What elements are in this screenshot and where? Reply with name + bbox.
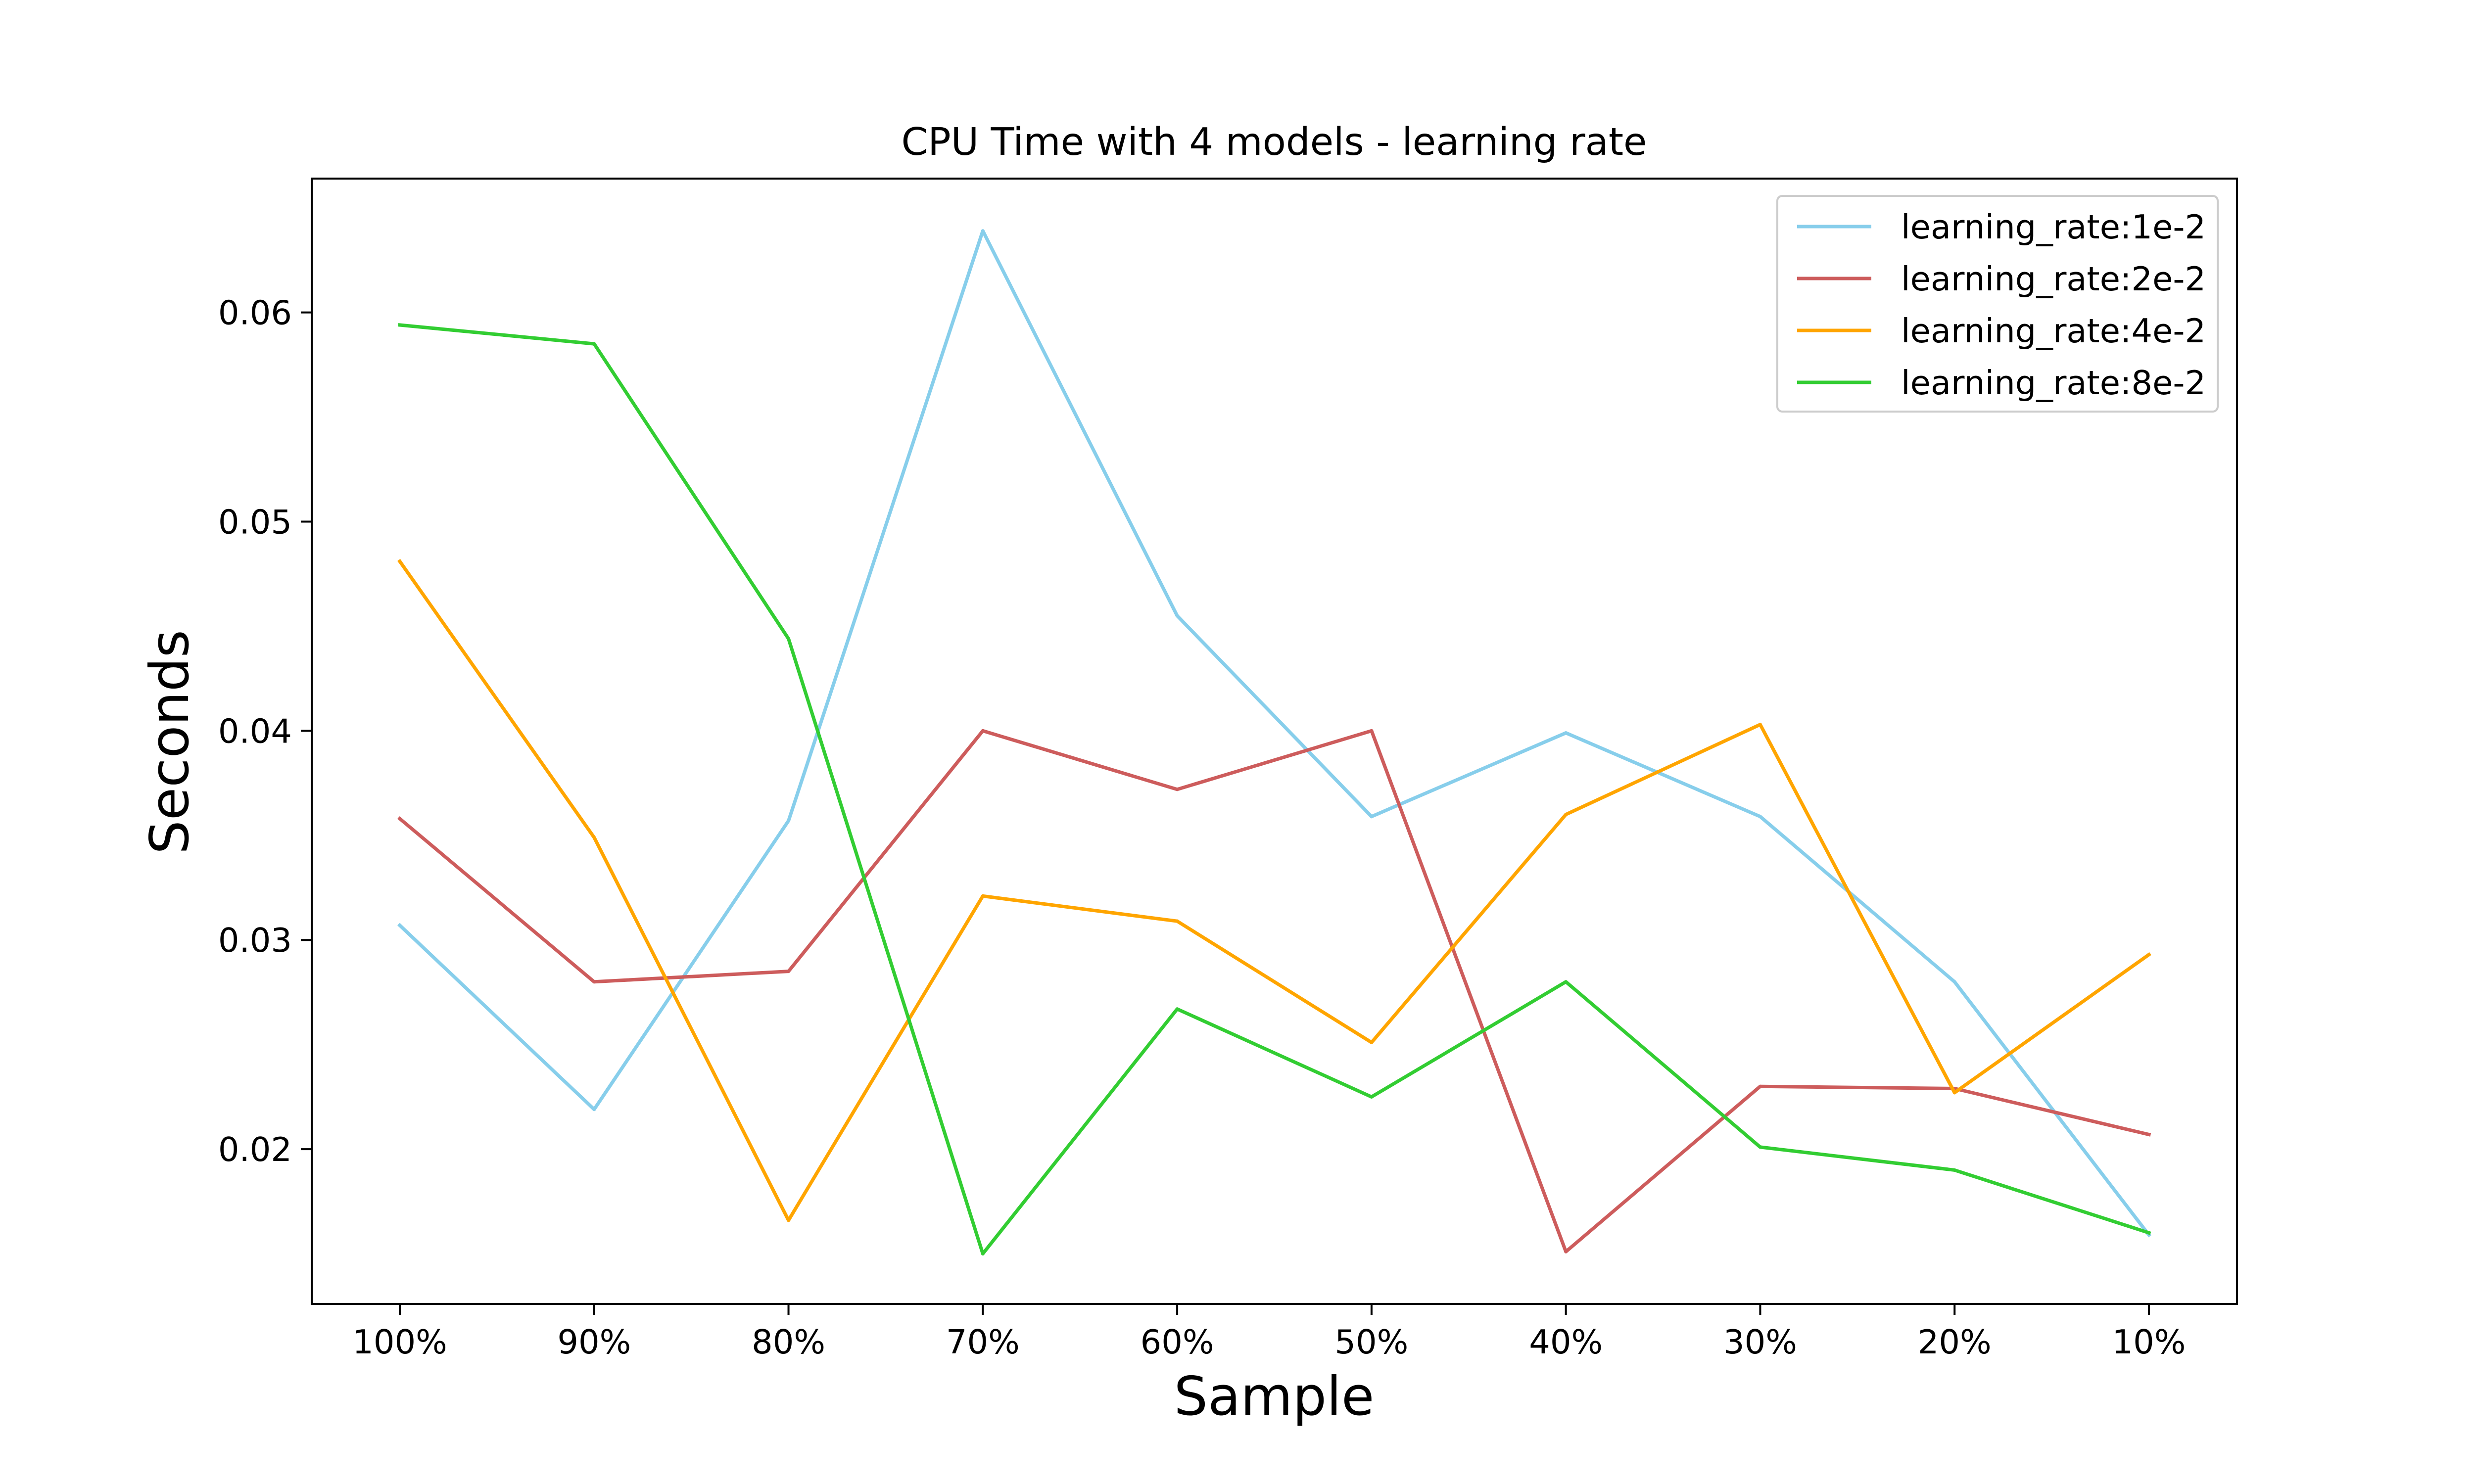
data-point bbox=[592, 980, 596, 984]
legend-frame bbox=[1776, 195, 2219, 413]
data-point bbox=[2147, 953, 2151, 957]
data-point bbox=[398, 559, 402, 563]
data-point bbox=[398, 924, 402, 928]
y-tick-label: 0.06 bbox=[218, 294, 292, 332]
data-point bbox=[1370, 1040, 1374, 1044]
x-tick-label: 20% bbox=[1918, 1323, 1992, 1361]
series-line-4 bbox=[398, 323, 2151, 1255]
series-line-3 bbox=[397, 558, 2151, 1222]
plot-frame bbox=[311, 178, 2238, 1305]
data-point bbox=[2147, 1132, 2151, 1136]
data-point bbox=[2147, 1231, 2151, 1235]
data-point bbox=[1564, 731, 1568, 735]
legend-label: learning_rate:2e-2 bbox=[1901, 260, 2206, 298]
x-tick-label: 100% bbox=[352, 1323, 447, 1361]
data-point bbox=[1175, 614, 1179, 618]
plot-lines bbox=[397, 229, 2151, 1256]
data-point bbox=[1758, 815, 1762, 819]
data-point bbox=[1564, 813, 1568, 817]
data-point bbox=[981, 1252, 985, 1256]
data-point bbox=[787, 637, 791, 641]
data-point bbox=[1758, 723, 1762, 727]
data-point bbox=[1952, 1091, 1956, 1095]
y-tick-label: 0.04 bbox=[218, 712, 292, 750]
y-axis: 0.02 0.03 0.04 0.05 0.06 bbox=[218, 294, 312, 1169]
legend-label: learning_rate:1e-2 bbox=[1901, 208, 2206, 246]
data-point bbox=[1370, 815, 1374, 819]
data-point bbox=[1758, 1084, 1762, 1088]
x-tick-label: 30% bbox=[1723, 1323, 1797, 1361]
data-point bbox=[787, 1218, 791, 1222]
legend: learning_rate:1e-2 learning_rate:2e-2lear… bbox=[1776, 195, 2219, 413]
data-point bbox=[592, 835, 596, 839]
x-tick-label: 40% bbox=[1529, 1323, 1603, 1361]
data-point bbox=[1175, 919, 1179, 923]
x-tick-label: 80% bbox=[752, 1323, 825, 1361]
data-point bbox=[981, 729, 985, 733]
y-tick-label: 0.02 bbox=[218, 1130, 292, 1169]
x-axis-label: Sample bbox=[1174, 1366, 1375, 1428]
legend-label: learning_rate:8e-2 bbox=[1901, 364, 2206, 402]
data-point bbox=[1564, 1250, 1568, 1253]
data-point bbox=[1370, 1095, 1374, 1099]
data-point bbox=[398, 817, 402, 821]
data-point bbox=[981, 229, 985, 233]
x-tick-label: 50% bbox=[1334, 1323, 1408, 1361]
data-point bbox=[1952, 980, 1956, 984]
data-point bbox=[1175, 1007, 1179, 1011]
x-axis: 100% 90% 80% 70% 60% 50% 40% 30% 20% 10% bbox=[352, 1304, 2186, 1361]
x-tick-label: 60% bbox=[1141, 1323, 1214, 1361]
data-point bbox=[787, 819, 791, 823]
data-point bbox=[398, 323, 402, 327]
data-point bbox=[592, 1108, 596, 1112]
series-line-1 bbox=[397, 229, 2151, 1238]
data-point bbox=[1175, 788, 1179, 791]
data-point bbox=[1370, 729, 1374, 733]
series-line-2 bbox=[397, 729, 2151, 1253]
x-tick-label: 10% bbox=[2112, 1323, 2186, 1361]
data-point bbox=[1952, 1168, 1956, 1172]
x-tick-label: 70% bbox=[946, 1323, 1020, 1361]
data-point bbox=[981, 894, 985, 898]
data-point bbox=[592, 342, 596, 346]
y-axis-label: Seconds bbox=[139, 630, 201, 854]
legend-label: learning_rate:4e-2 bbox=[1901, 312, 2206, 350]
x-tick-label: 90% bbox=[557, 1323, 631, 1361]
data-point bbox=[1564, 980, 1568, 984]
y-tick-label: 0.03 bbox=[218, 921, 292, 960]
data-point bbox=[1758, 1145, 1762, 1149]
chart-title: CPU Time with 4 models - learning rate bbox=[902, 120, 1647, 164]
y-tick-label: 0.05 bbox=[218, 503, 292, 541]
data-point bbox=[787, 970, 791, 974]
